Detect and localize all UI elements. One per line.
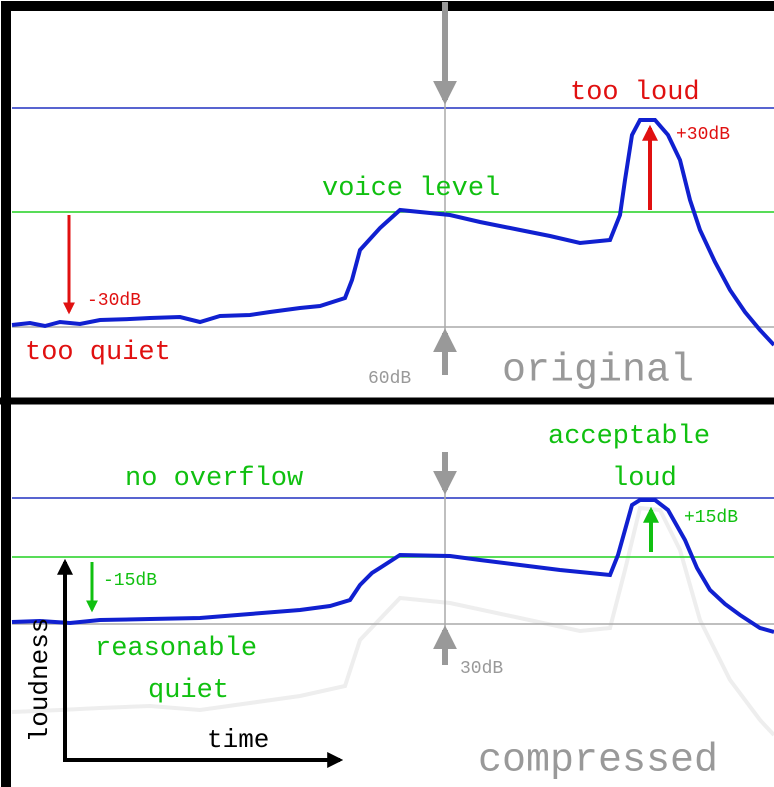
label: too quiet (25, 338, 171, 368)
label: +15dB (684, 508, 738, 528)
label: reasonable (95, 634, 257, 664)
label: quiet (148, 676, 229, 706)
ghost-curve (11, 505, 774, 737)
label: acceptable (548, 422, 710, 452)
label: voice level (322, 174, 500, 204)
compressed-curve (11, 498, 774, 634)
label: -30dB (87, 291, 141, 311)
x-axis-label: time (207, 725, 269, 755)
label: 60dB (368, 369, 411, 389)
label: too loud (570, 78, 700, 108)
label: +30dB (676, 125, 730, 145)
label: 30dB (460, 659, 503, 679)
caption: compressed (478, 739, 718, 784)
original-curve (11, 118, 774, 347)
label: no overflow (125, 464, 303, 494)
label: loud (612, 464, 677, 494)
label: -15dB (103, 571, 157, 591)
y-axis-label: loudness (25, 618, 55, 743)
caption: original (502, 349, 694, 394)
